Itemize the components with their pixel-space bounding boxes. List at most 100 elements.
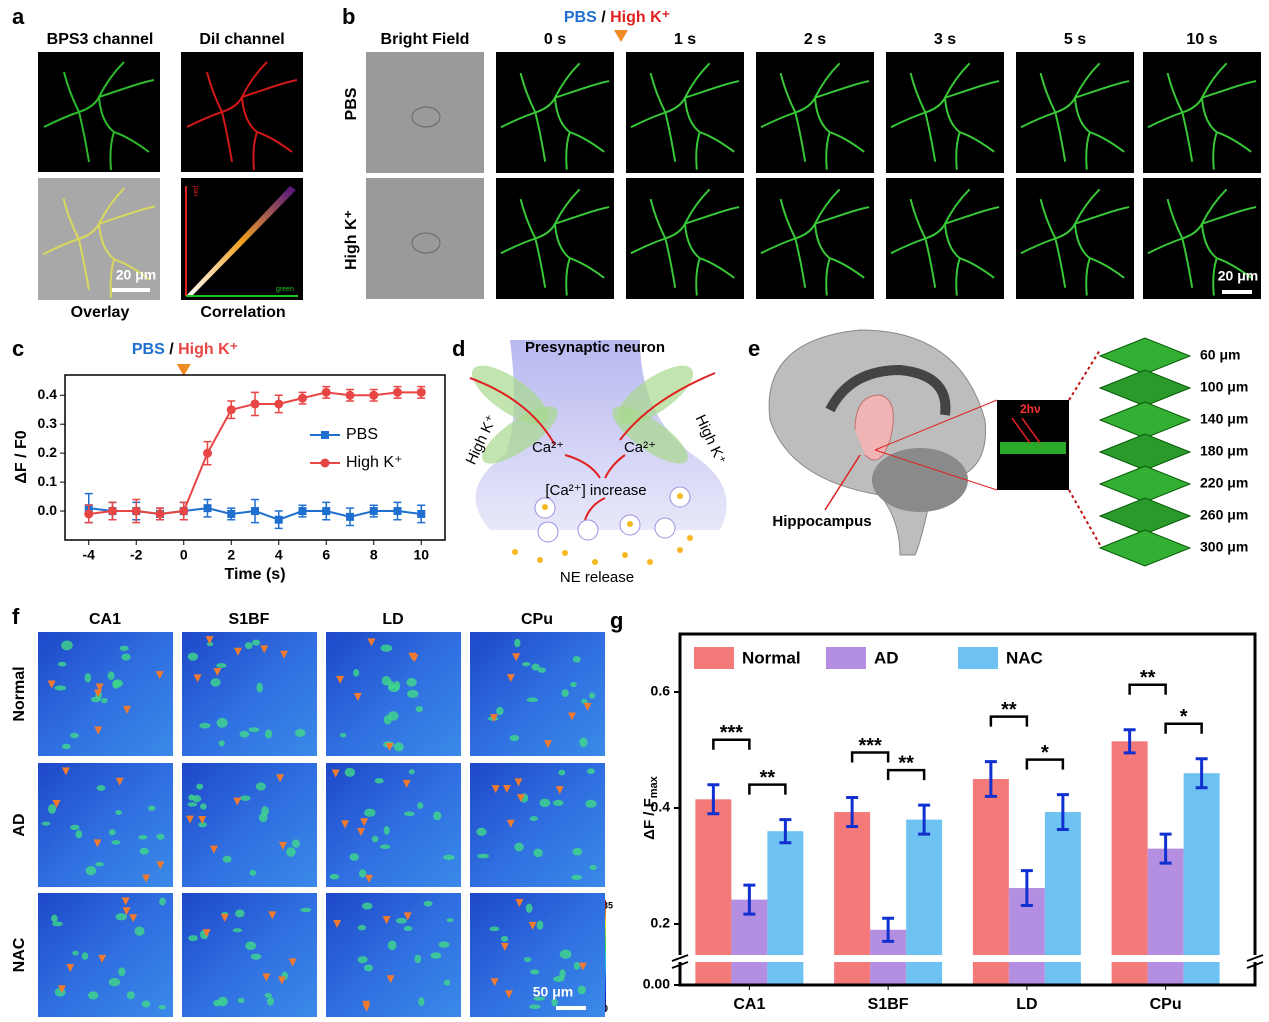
arrowhead	[490, 978, 499, 987]
image	[626, 178, 744, 299]
marker	[417, 509, 426, 518]
cell	[158, 1005, 167, 1010]
column-label: 0 s	[544, 31, 566, 48]
image	[496, 178, 614, 299]
arrowhead	[186, 815, 195, 824]
bracket	[748, 783, 787, 795]
cell	[264, 729, 273, 739]
panel-title: PBS / High K⁺	[564, 9, 670, 26]
heatmap	[470, 632, 605, 756]
image	[181, 52, 303, 172]
bracket	[1025, 758, 1065, 770]
cell	[533, 848, 543, 858]
cell	[101, 697, 108, 704]
arrowhead	[213, 667, 222, 676]
arrowhead	[66, 963, 75, 972]
error-bar	[1159, 832, 1172, 865]
x-tick-label: -2	[130, 547, 143, 563]
bar	[1147, 848, 1184, 985]
y-tick-label: 0.2	[38, 444, 58, 460]
cell	[533, 996, 545, 1001]
arrowhead	[578, 962, 587, 971]
marker	[226, 405, 236, 415]
arrowhead	[362, 1003, 371, 1012]
bar	[695, 799, 732, 985]
cell	[430, 952, 442, 959]
column-label: 5 s	[1064, 31, 1086, 48]
error-bar	[1195, 757, 1208, 790]
marker	[369, 507, 378, 516]
cell	[51, 914, 58, 923]
marker	[203, 504, 212, 513]
legend-swatch	[694, 647, 734, 669]
panel-label: e	[748, 336, 760, 361]
cell	[147, 805, 156, 811]
image-title: DiI channel	[199, 31, 284, 48]
marker	[322, 507, 331, 516]
cell	[54, 685, 67, 691]
cell	[256, 682, 263, 693]
y-tick-label: 0.0	[38, 502, 58, 518]
scale-label: 50 μm	[533, 984, 573, 1000]
arrow	[469, 372, 716, 521]
cell	[589, 692, 596, 699]
cell	[115, 913, 128, 921]
cell	[489, 926, 500, 932]
heatmap	[38, 763, 173, 887]
arrowhead	[155, 671, 164, 680]
arrowhead	[331, 769, 340, 778]
cell	[111, 840, 121, 845]
arrowhead	[403, 912, 412, 921]
x-tick-label: 8	[370, 547, 378, 563]
cell	[107, 671, 115, 681]
depth-label: 60 μm	[1200, 347, 1240, 363]
cell	[115, 810, 122, 815]
cell	[559, 969, 566, 979]
arrowhead	[555, 786, 564, 795]
arrowhead	[360, 818, 369, 827]
image-title: BPS3 channel	[47, 31, 154, 48]
arrowhead	[583, 702, 592, 711]
error-bar	[984, 760, 997, 798]
heatmap	[470, 893, 605, 1017]
cell	[48, 804, 57, 814]
panel-label: a	[12, 4, 25, 29]
hippocampus	[854, 394, 894, 461]
error-bar	[882, 916, 895, 943]
error-bar	[779, 818, 792, 845]
marker	[250, 399, 260, 409]
arrowhead	[268, 911, 277, 920]
region-label: Hippocampus	[772, 513, 871, 530]
arrowhead	[202, 929, 211, 938]
arrowhead	[57, 985, 66, 994]
image	[886, 52, 1004, 173]
cell	[443, 979, 451, 986]
arrowhead	[123, 705, 132, 714]
arrowhead	[95, 683, 104, 692]
cell	[291, 839, 301, 848]
scale-label: 20 μm	[116, 267, 156, 283]
label: Presynaptic neuron	[525, 339, 665, 356]
bracket	[850, 751, 890, 763]
arrowhead	[489, 714, 498, 723]
significance: **	[1001, 699, 1017, 721]
y-tick-label: 0.3	[38, 415, 58, 431]
axis-label: red	[193, 186, 200, 196]
tissue-slice	[1098, 433, 1192, 471]
vesicle	[654, 517, 676, 539]
legend-swatch	[826, 647, 866, 669]
arrowhead	[333, 919, 342, 928]
cell	[529, 816, 538, 822]
arrowhead	[280, 650, 289, 659]
panel-label: d	[452, 336, 465, 361]
cell	[522, 662, 531, 667]
column-label: 3 s	[934, 31, 956, 48]
x-tick-label: 4	[275, 547, 283, 563]
cell	[96, 784, 106, 791]
arrowhead	[47, 680, 56, 689]
cell	[589, 864, 597, 871]
cell	[187, 802, 198, 807]
marker	[321, 387, 331, 397]
panel-label: b	[342, 4, 355, 29]
